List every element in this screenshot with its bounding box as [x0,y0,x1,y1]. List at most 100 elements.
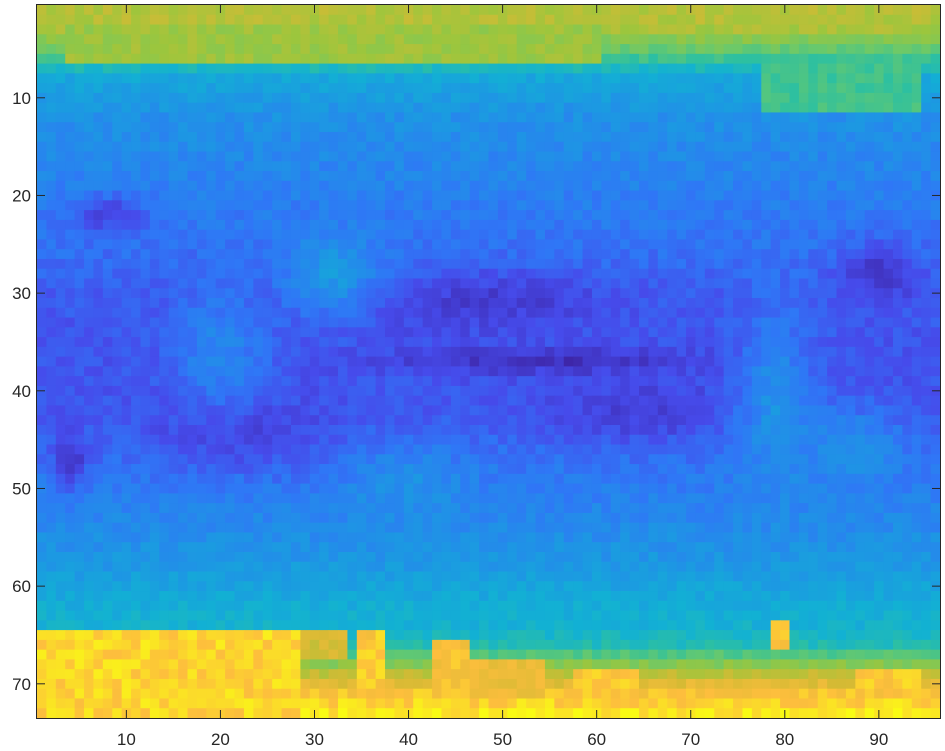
heatmap-cell [930,366,941,377]
heatmap-cell [131,298,141,309]
heatmap-cell [864,249,875,260]
heatmap-cell [84,219,94,231]
heatmap-cell [761,151,772,162]
heatmap-cell [544,454,555,465]
heatmap-cell [46,24,57,35]
heatmap-cell [582,346,593,358]
heatmap-cell [432,415,442,426]
heatmap-cell [309,395,320,406]
heatmap-cell [639,434,649,446]
heatmap-cell [544,219,555,231]
heatmap-cell [676,503,687,514]
heatmap-cell [84,483,94,494]
heatmap-cell [309,210,320,221]
heatmap-cell [657,200,668,211]
heatmap-cell [281,53,292,65]
heatmap-cell [403,258,414,270]
heatmap-cell [751,53,762,65]
heatmap-cell [253,171,264,182]
heatmap-cell [883,92,894,104]
heatmap-cell [836,249,847,260]
heatmap-cell [140,53,151,65]
heatmap-cell [921,473,932,485]
heatmap-cell [723,219,734,231]
heatmap-cell [215,190,226,201]
heatmap-cell [469,24,480,35]
heatmap-cell [159,307,170,319]
heatmap-cell [554,92,565,104]
heatmap-cell [178,405,188,416]
heatmap-cell [196,171,207,182]
heatmap-cell [488,229,499,240]
heatmap-cell [309,200,320,211]
heatmap-cell [450,366,461,377]
heatmap-cell [629,229,640,240]
heatmap-cell [394,83,405,94]
heatmap-cell [695,219,706,231]
heatmap-cell [65,219,76,231]
heatmap-cell [845,229,856,240]
heatmap-cell [74,512,85,524]
heatmap-cell [497,424,508,436]
heatmap-cell [742,24,753,35]
heatmap-cell [385,503,395,514]
heatmap-cell [902,249,913,260]
heatmap-cell [215,483,226,494]
heatmap-cell [432,102,442,113]
heatmap-cell [733,385,743,397]
heatmap-cell [469,141,480,153]
heatmap-cell [902,190,913,201]
heatmap-cell [573,307,584,319]
heatmap-cell [93,102,104,113]
heatmap-cell [723,131,734,143]
heatmap-cell [789,366,800,377]
heatmap-cell [723,112,734,123]
heatmap-cell [178,151,188,162]
heatmap-cell [37,464,47,475]
heatmap-cell [187,327,198,338]
heatmap-cell [921,346,932,358]
heatmap-cell [215,464,226,475]
heatmap-cell [403,83,414,94]
heatmap-cell [629,258,640,270]
heatmap-cell [394,34,405,45]
heatmap-cell [168,444,179,455]
heatmap-cell [93,473,104,485]
heatmap-cell [714,151,725,162]
heatmap-cell [667,288,678,299]
heatmap-cell [874,190,885,201]
heatmap-cell [272,503,283,514]
heatmap-cell [770,249,781,260]
heatmap-cell [450,434,461,446]
heatmap-cell [864,258,875,270]
heatmap-cell [281,249,292,260]
heatmap-cell [808,180,819,192]
heatmap-cell [591,200,602,211]
heatmap-cell [789,434,800,446]
heatmap-cell [610,356,621,367]
heatmap-cell [225,376,236,387]
heatmap-cell [817,210,828,221]
heatmap-cell [563,356,574,367]
heatmap-cell [319,44,330,55]
heatmap-cell [855,483,866,494]
heatmap-cell [883,278,894,289]
heatmap-cell [37,161,47,172]
heatmap-cell [751,83,762,94]
heatmap-cell [272,366,283,377]
heatmap-cell [497,249,508,260]
heatmap-cell [347,385,358,397]
heatmap-cell [168,53,179,65]
heatmap-cell [432,298,442,309]
heatmap-cell [855,307,866,319]
heatmap-cell [328,473,339,485]
heatmap-cell [460,258,471,270]
heatmap-cell [573,258,584,270]
heatmap-cell [253,483,264,494]
heatmap-cell [629,385,640,397]
heatmap-cell [676,131,687,143]
heatmap-cell [366,424,377,436]
heatmap-cell [648,171,659,182]
heatmap-cell [591,356,602,367]
heatmap-cell [526,415,537,426]
